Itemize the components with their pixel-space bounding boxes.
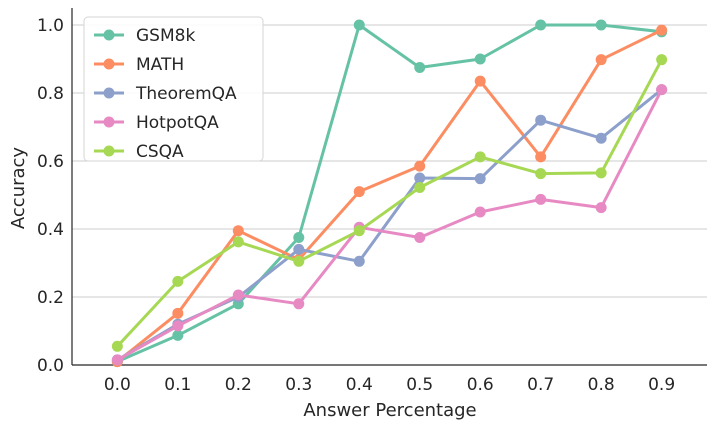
data-point (111, 354, 123, 366)
series-line-csqa (116, 58, 663, 348)
data-point (656, 54, 668, 66)
data-point (535, 114, 547, 126)
legend-item-csqa: CSQA (94, 142, 184, 162)
data-point (474, 53, 486, 65)
y-tick-label: 0.0 (37, 356, 64, 376)
data-point (535, 193, 547, 205)
data-point (293, 232, 305, 243)
data-point (353, 186, 365, 198)
y-tick-label: 0.8 (37, 84, 64, 104)
series-line-hotpotqa (116, 88, 663, 362)
series-line-math (116, 28, 663, 363)
y-tick-label: 0.4 (37, 220, 64, 240)
data-point (535, 19, 547, 31)
data-point (414, 62, 426, 73)
y-axis-label: Accuracy (8, 147, 29, 230)
data-point (293, 243, 305, 255)
data-point (535, 168, 547, 180)
legend-item-gsm8k: GSM8k (94, 26, 195, 46)
axes (71, 8, 707, 366)
legend: GSM8k MATH TheoremQA HotpotQA CSQA (83, 16, 264, 162)
y-tick-label: 1.0 (37, 16, 64, 36)
data-point (474, 75, 486, 87)
data-point (595, 54, 607, 66)
legend-box (83, 16, 264, 162)
legend-item-math: MATH (94, 55, 184, 75)
legend-swatch-marker (103, 29, 115, 41)
x-tick-label: 0.7 (527, 375, 554, 395)
data-point (293, 298, 305, 310)
data-point (111, 340, 123, 352)
legend-label: CSQA (136, 142, 184, 162)
tick-labels: 0.0 0.2 0.4 0.6 0.8 1.0 0.0 0.1 0.2 0.3 0.4 0.5 0.6 0… (37, 16, 675, 395)
legend-swatch-marker (103, 116, 115, 128)
series-math (111, 24, 668, 368)
data-point (172, 329, 184, 341)
data-point (353, 19, 365, 31)
x-tick-label: 0.3 (285, 375, 312, 395)
legend-label: TheoremQA (135, 84, 237, 104)
data-point (414, 160, 426, 172)
data-point (656, 84, 668, 96)
x-tick-label: 0.1 (164, 375, 191, 395)
data-point (232, 289, 244, 301)
legend-label: HotpotQA (136, 113, 219, 133)
x-tick-label: 0.4 (346, 375, 373, 395)
data-point (595, 167, 607, 179)
legend-label: GSM8k (136, 26, 195, 46)
series-lines (111, 19, 668, 368)
data-point (474, 206, 486, 218)
legend-item-hotpotqa: HotpotQA (94, 113, 219, 133)
y-tick-label: 0.6 (37, 152, 64, 172)
legend-swatch-marker (103, 145, 115, 157)
data-point (595, 19, 607, 31)
data-point (172, 307, 184, 319)
data-point (656, 24, 668, 36)
legend-swatch-marker (103, 87, 115, 99)
x-tick-label: 0.6 (467, 375, 494, 395)
data-point (474, 151, 486, 163)
data-point (535, 151, 547, 163)
series-line-gsm8k (116, 23, 662, 363)
data-point (353, 255, 365, 267)
legend-swatch-marker (103, 58, 115, 70)
data-point (414, 182, 426, 194)
x-axis-label: Answer Percentage (303, 400, 476, 421)
x-tick-label: 0.2 (225, 375, 252, 395)
series-csqa (111, 54, 668, 352)
x-tick-label: 0.0 (104, 375, 131, 395)
data-point (595, 202, 607, 214)
y-tick-label: 0.2 (37, 288, 64, 308)
data-point (353, 225, 365, 237)
data-point (474, 173, 486, 185)
data-point (414, 172, 426, 184)
x-tick-label: 0.8 (588, 375, 615, 395)
data-point (172, 275, 184, 287)
data-point (172, 320, 184, 332)
data-point (232, 225, 244, 237)
x-tick-label: 0.5 (406, 375, 433, 395)
legend-label: MATH (136, 55, 184, 75)
legend-item-theoremqa: TheoremQA (94, 84, 237, 104)
data-point (595, 132, 607, 144)
data-point (414, 232, 426, 243)
data-point (232, 236, 244, 248)
x-tick-label: 0.9 (648, 375, 675, 395)
data-point (293, 255, 305, 267)
